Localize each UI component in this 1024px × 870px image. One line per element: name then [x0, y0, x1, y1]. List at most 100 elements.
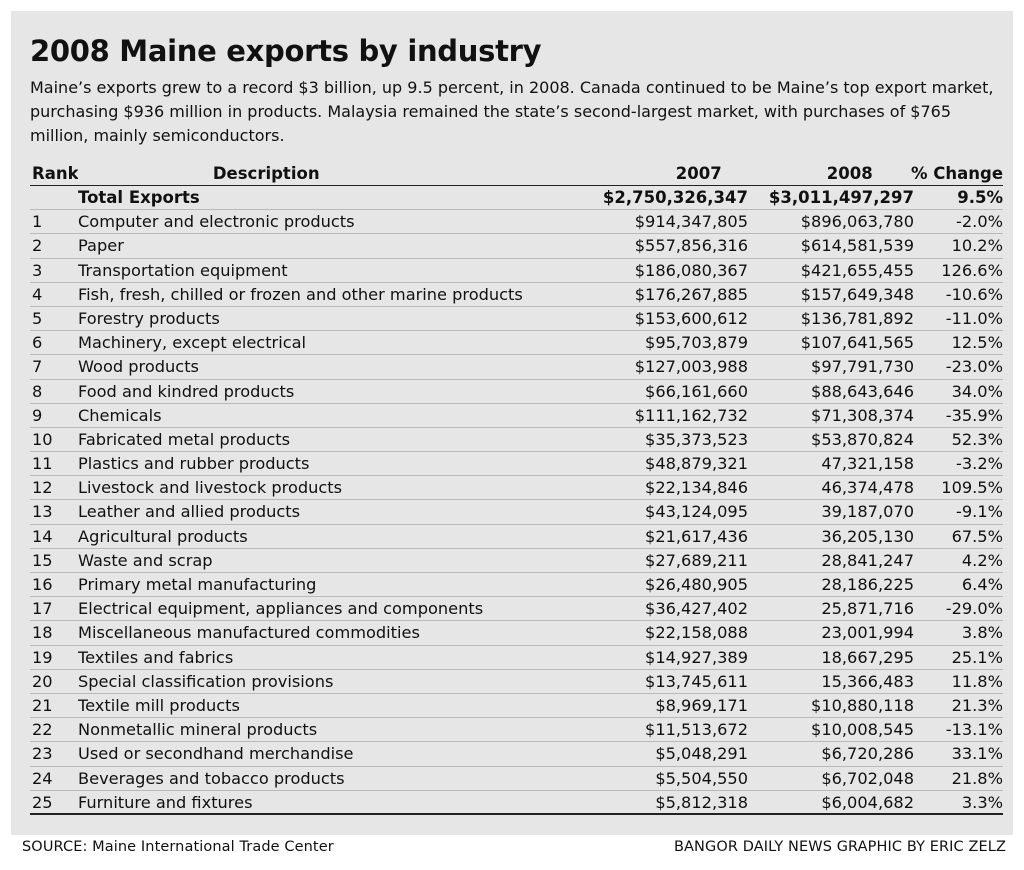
- rank-cell: 16: [32, 575, 53, 594]
- rank-cell: 22: [32, 720, 53, 740]
- value-2008-cell: 39,187,070: [821, 502, 914, 522]
- rank-cell: 7: [32, 357, 43, 377]
- percent-change-cell: 109.5%: [941, 478, 1003, 498]
- percent-change-cell: 34.0%: [951, 381, 1003, 401]
- header-2007: 2007: [675, 164, 722, 183]
- rank-cell: 17: [32, 599, 53, 619]
- value-2008-cell: 25,871,716: [821, 599, 914, 619]
- value-2007-cell: $914,347,805: [634, 212, 748, 232]
- value-2007-cell: $27,689,211: [645, 550, 748, 570]
- total-row: Total Exports $2,750,326,347 $3,011,497,…: [30, 186, 1003, 211]
- description-cell: Textiles and fabrics: [78, 647, 234, 667]
- value-2007-cell: $127,003,988: [634, 357, 748, 377]
- table-header-row: Rank Description 2007 2008 % Change: [30, 163, 1003, 186]
- rank-cell: 11: [32, 454, 53, 474]
- value-2008-cell: $421,655,455: [800, 260, 914, 280]
- source-note: SOURCE: Maine International Trade Center: [22, 839, 334, 855]
- table-body: 1 Computer and electronic products $914,34…: [30, 210, 1003, 815]
- rank-cell: 19: [32, 647, 53, 667]
- percent-change-cell: 67.5%: [951, 526, 1003, 546]
- description-cell: Livestock and livestock products: [78, 478, 343, 498]
- chart-subtitle: Maine’s exports grew to a record $3 bill…: [30, 78, 994, 145]
- description-cell: Food and kindred products: [78, 381, 295, 401]
- chart-title: 2008 Maine exports by industry: [30, 34, 542, 68]
- value-2007-cell: $26,480,905: [645, 575, 748, 594]
- table-row: 4 Fish, fresh, chilled or frozen and othe…: [30, 283, 1003, 307]
- value-2008-cell: 46,374,478: [821, 478, 914, 498]
- rank-cell: 9: [32, 405, 43, 425]
- description-cell: Wood products: [78, 357, 199, 377]
- value-2008-cell: 23,001,994: [821, 623, 914, 643]
- value-2007-cell: $5,504,550: [655, 768, 748, 788]
- table-row: 11 Plastics and rubber products $48,879,32…: [30, 452, 1003, 477]
- rank-cell: 18: [32, 623, 53, 643]
- value-2008-cell: 18,667,295: [821, 647, 914, 667]
- value-2008-cell: $97,791,730: [811, 357, 914, 377]
- description-cell: Furniture and fixtures: [78, 792, 253, 812]
- rank-cell: 10: [32, 429, 53, 449]
- percent-change-cell: 6.4%: [961, 575, 1003, 594]
- value-2007-cell: $22,158,088: [645, 623, 748, 643]
- total-2008: $3,011,497,297: [768, 188, 914, 207]
- value-2007-cell: $153,600,612: [634, 308, 748, 328]
- description-cell: Nonmetallic mineral products: [78, 720, 318, 740]
- value-2008-cell: $614,581,539: [800, 236, 914, 256]
- value-2007-cell: $176,267,885: [634, 284, 748, 304]
- value-2007-cell: $21,617,436: [645, 526, 748, 546]
- value-2008-cell: $6,004,682: [821, 792, 914, 812]
- header-2008: 2008: [826, 164, 873, 183]
- description-cell: Transportation equipment: [78, 260, 288, 280]
- percent-change-cell: 11.8%: [951, 671, 1003, 691]
- exports-table: Rank Description 2007 2008 % Change Tota…: [30, 163, 1003, 815]
- value-2008-cell: $107,641,565: [800, 333, 914, 353]
- description-cell: Forestry products: [78, 308, 220, 328]
- header-percent-change: % Change: [911, 164, 1004, 183]
- percent-change-cell: -35.9%: [945, 405, 1003, 425]
- rank-cell: 1: [32, 212, 43, 232]
- percent-change-cell: 21.8%: [951, 768, 1003, 788]
- value-2008-cell: $157,649,348: [800, 284, 914, 304]
- value-2007-cell: $111,162,732: [634, 405, 748, 425]
- table-row: 3 Transportation equipment $186,080,367 $42…: [30, 259, 1003, 283]
- description-cell: Agricultural products: [78, 526, 248, 546]
- header-description: Description: [212, 164, 320, 183]
- table-row: 24 Beverages and tobacco products $5,504,5…: [30, 767, 1003, 791]
- description-cell: Special classification provisions: [78, 671, 334, 691]
- value-2008-cell: $6,702,048: [821, 768, 914, 788]
- value-2008-cell: $136,781,892: [800, 308, 914, 328]
- value-2007-cell: $11,513,672: [645, 720, 748, 740]
- percent-change-cell: 33.1%: [951, 744, 1003, 764]
- table-row: 10 Fabricated metal products $35,373,523 $5…: [30, 428, 1003, 453]
- value-2007-cell: $66,161,660: [645, 381, 748, 401]
- description-cell: Waste and scrap: [78, 550, 213, 570]
- graphic-panel: [11, 11, 1013, 835]
- percent-change-cell: 21.3%: [951, 695, 1003, 715]
- description-cell: Fabricated metal products: [78, 429, 291, 449]
- value-2007-cell: $557,856,316: [634, 236, 748, 256]
- table-row: 15 Waste and scrap $27,689,211 28,841,247 4.…: [30, 549, 1003, 573]
- value-2007-cell: $48,879,321: [645, 454, 748, 474]
- value-2008-cell: $88,643,646: [811, 381, 914, 401]
- value-2008-cell: $10,880,118: [811, 695, 914, 715]
- table-row: 19 Textiles and fabrics $14,927,389 18,667,…: [30, 646, 1003, 670]
- rank-cell: 20: [32, 671, 53, 691]
- description-cell: Beverages and tobacco products: [78, 768, 345, 788]
- rank-cell: 2: [32, 236, 43, 256]
- value-2008-cell: 28,186,225: [821, 575, 914, 594]
- percent-change-cell: -10.6%: [945, 284, 1003, 304]
- value-2008-cell: $896,063,780: [800, 212, 914, 232]
- rank-cell: 13: [32, 502, 53, 522]
- percent-change-cell: 3.8%: [961, 623, 1003, 643]
- percent-change-cell: -13.1%: [945, 720, 1003, 740]
- value-2007-cell: $186,080,367: [634, 260, 748, 280]
- percent-change-cell: 12.5%: [951, 333, 1003, 353]
- percent-change-cell: -2.0%: [956, 212, 1003, 232]
- rank-cell: 24: [32, 768, 53, 788]
- percent-change-cell: 126.6%: [941, 260, 1003, 280]
- total-2007: $2,750,326,347: [602, 188, 748, 207]
- value-2008-cell: $71,308,374: [811, 405, 914, 425]
- rank-cell: 12: [32, 478, 53, 498]
- description-cell: Machinery, except electrical: [78, 333, 307, 353]
- value-2007-cell: $95,703,879: [645, 333, 748, 353]
- description-cell: Plastics and rubber products: [78, 454, 310, 474]
